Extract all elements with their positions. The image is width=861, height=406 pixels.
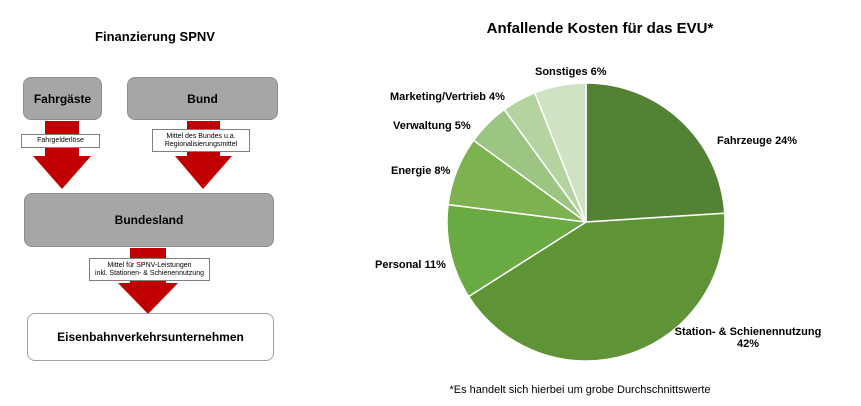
label-station: Station- & Schienennutzung 42% (663, 326, 833, 350)
note-land-line2: inkl. Stationen- & Schienennutzung (95, 269, 204, 277)
note-bund: Mittel des Bundes u.a. Regionalisierungs… (152, 129, 250, 152)
label-verwaltung: Verwaltung 5% (393, 120, 471, 132)
flow-title: Finanzierung SPNV (95, 29, 215, 44)
note-bundesland: Mittel für SPNV-Leistungen inkl. Station… (89, 258, 210, 281)
note-bund-line2: Regionalisierungsmittel (164, 140, 238, 148)
evu-box: Eisenbahnverkehrsunternehmen (27, 313, 274, 361)
footnote: *Es handelt sich hierbei um grobe Durchs… (449, 384, 711, 396)
label-energie: Energie 8% (391, 165, 451, 177)
note-land-line1: Mittel für SPNV-Leistungen (107, 261, 192, 269)
pie-slice-sonstiges (533, 82, 587, 223)
label-sonstiges: Sonstiges 6% (535, 66, 607, 78)
pie-title: Anfallende Kosten für das EVU* (486, 20, 714, 37)
pie-slice-fahrzeuge (585, 82, 726, 223)
bund-box: Bund (127, 77, 278, 120)
label-station-line2: 42% (736, 338, 760, 350)
label-marketing: Marketing/Vertrieb 4% (390, 91, 505, 103)
note-bund-line1: Mittel des Bundes u.a. (166, 132, 236, 140)
note-fahrgelderloese-text: Fahrgelderlöse (37, 137, 84, 144)
fahrgaeste-box: Fahrgäste (23, 77, 102, 120)
note-fahrgelderloese: Fahrgelderlöse (21, 134, 100, 148)
pie-slice-station (467, 212, 726, 362)
label-personal: Personal 11% (375, 259, 446, 271)
pie-slice-personal (446, 203, 589, 298)
label-station-line1: Station- & Schienennutzung (674, 326, 822, 338)
bundesland-box: Bundesland (24, 193, 274, 247)
label-fahrzeuge: Fahrzeuge 24% (717, 135, 798, 147)
